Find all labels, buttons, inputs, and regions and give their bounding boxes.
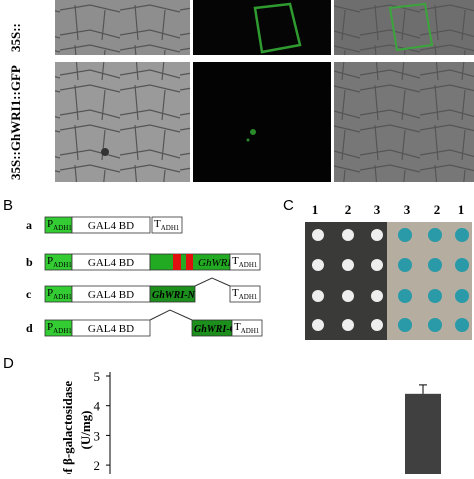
- colony-white: [371, 319, 383, 331]
- panel-label: B: [3, 197, 13, 214]
- colony-white: [342, 290, 354, 302]
- element-label: PADH1: [47, 255, 72, 269]
- element-label: PADH1: [47, 287, 72, 301]
- colony-blue: [455, 318, 469, 332]
- colony-white: [371, 259, 383, 271]
- domain-label: GAL4 BD: [88, 220, 134, 232]
- y-tick-label: 4: [94, 399, 101, 414]
- colony-blue: [398, 289, 412, 303]
- insert-label: GhWRI: [198, 257, 232, 269]
- domain-label: GAL4 BD: [88, 323, 134, 335]
- y-axis-label: (U/mg): [78, 411, 93, 450]
- column-number: 3: [404, 202, 411, 217]
- y-axis-label: of β-galactosidase: [60, 381, 75, 474]
- micrographs: [55, 0, 474, 182]
- element-label: PADH1: [47, 321, 72, 335]
- insert-label: GhWRI-N: [152, 290, 196, 301]
- column-number: 2: [434, 202, 441, 217]
- terminator-box: [229, 253, 261, 271]
- row-id: a: [26, 218, 32, 232]
- colony-blue: [428, 228, 442, 242]
- colony-white: [371, 229, 383, 241]
- label-main: P: [47, 321, 53, 333]
- label-main: T: [232, 255, 239, 267]
- column-number: 1: [458, 202, 465, 217]
- label-sub: ADH1: [239, 261, 258, 269]
- element-label: TADH1: [232, 255, 258, 269]
- column-number: 3: [374, 202, 381, 217]
- label-sub: ADH1: [53, 327, 72, 335]
- row-label: 35S::GhWRI1::GFP: [8, 65, 23, 180]
- chart: 2 3 4 5: [94, 369, 441, 474]
- domain-box: [71, 216, 151, 234]
- motif: [186, 254, 193, 270]
- column-number: 2: [345, 202, 352, 217]
- element-label: TADH1: [234, 321, 260, 335]
- colony-blue: [398, 228, 412, 242]
- label-sub: ADH1: [53, 293, 72, 301]
- row-label: 35S::: [8, 23, 23, 52]
- insert-box: [149, 285, 196, 303]
- row-id: d: [26, 321, 33, 335]
- label-main: P: [47, 287, 53, 299]
- row-id: b: [26, 255, 33, 269]
- colony-white: [342, 259, 354, 271]
- label-main: P: [47, 218, 53, 230]
- label-main: T: [234, 321, 241, 333]
- insert-label: GhWRI-C: [194, 324, 237, 335]
- connector: [194, 277, 231, 287]
- terminator-box: [151, 216, 183, 234]
- domain-box: [71, 319, 151, 337]
- label-sub: ADH1: [53, 224, 72, 232]
- colony-white: [312, 319, 324, 331]
- domain-label: GAL4 BD: [88, 257, 134, 269]
- label-main: P: [47, 255, 53, 267]
- panel-label: C: [283, 197, 294, 214]
- element-label: TADH1: [232, 287, 258, 301]
- colony-blue: [428, 258, 442, 272]
- label-sub: ADH1: [53, 261, 72, 269]
- colony-white: [312, 259, 324, 271]
- column-number: 1: [312, 202, 319, 217]
- colony-white: [371, 290, 383, 302]
- colony-blue: [455, 228, 469, 242]
- colony-white: [312, 229, 324, 241]
- y-tick-label: 3: [94, 428, 101, 443]
- label-main: T: [232, 287, 239, 299]
- motif: [173, 254, 181, 270]
- colony-blue: [398, 258, 412, 272]
- plate: 1 2 3 3 2 1: [305, 202, 472, 340]
- domain-label: GAL4 BD: [88, 289, 134, 301]
- terminator-box: [231, 319, 263, 337]
- colony-blue: [398, 318, 412, 332]
- label-sub: ADH1: [161, 224, 180, 232]
- bar: [405, 393, 441, 474]
- y-tick-label: 2: [94, 458, 101, 473]
- colony-white: [342, 229, 354, 241]
- element-label: PADH1: [47, 218, 72, 232]
- colony-blue: [455, 258, 469, 272]
- colony-white: [342, 319, 354, 331]
- element-label: TADH1: [154, 218, 180, 232]
- terminator-box: [229, 285, 261, 303]
- colony-blue: [455, 289, 469, 303]
- colony-blue: [428, 289, 442, 303]
- y-tick-label: 5: [94, 369, 101, 384]
- label-sub: ADH1: [239, 293, 258, 301]
- label-sub: ADH1: [241, 327, 260, 335]
- row-id: c: [26, 287, 32, 301]
- connector: [149, 309, 193, 321]
- colony-white: [312, 290, 324, 302]
- panel-label: D: [3, 355, 14, 372]
- label-main: T: [154, 218, 161, 230]
- colony-blue: [428, 318, 442, 332]
